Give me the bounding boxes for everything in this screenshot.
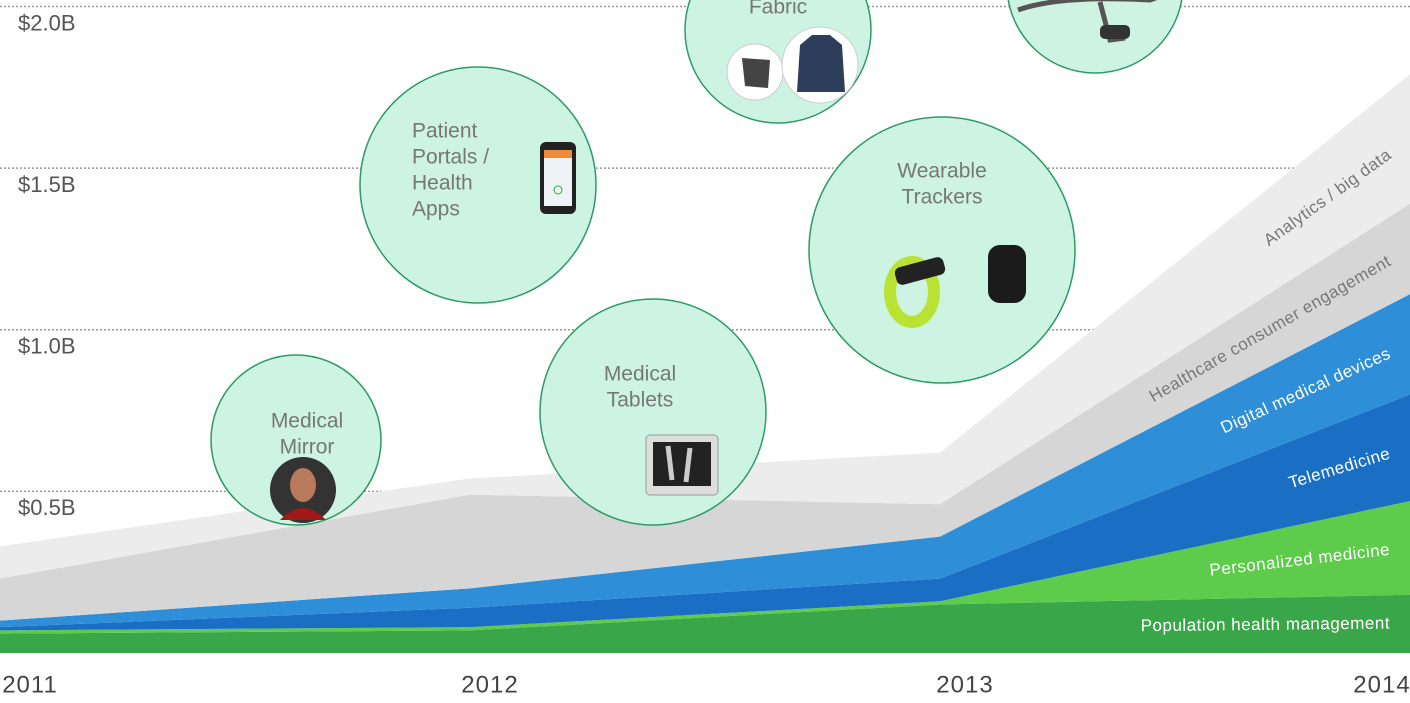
y-tick-label: $1.0B <box>18 334 76 359</box>
bubble: Medical Mirror <box>211 355 381 525</box>
icon <box>988 245 1026 303</box>
bubble: Patient Portals / Health Apps <box>360 67 596 303</box>
bubble: Wearable Trackers <box>809 117 1075 383</box>
bubble-label: Fabric <box>749 0 807 19</box>
x-tick-label: 2012 <box>461 671 518 698</box>
bubble-label: Mirror <box>280 436 335 459</box>
bubble-glasses <box>1007 0 1183 73</box>
icon <box>290 468 316 502</box>
x-tick-label: 2013 <box>936 671 993 698</box>
bubble: Fabric <box>685 0 871 123</box>
bubble-label: Medical <box>604 363 676 386</box>
x-tick-label: 2011 <box>2 671 58 698</box>
bubble-label: Medical <box>271 410 343 433</box>
bubble-label: Patient <box>412 120 478 143</box>
bubble-label: Health <box>412 172 473 195</box>
bubble-label: Portals / <box>412 146 489 169</box>
bubble-label: Tablets <box>607 389 674 412</box>
y-tick-label: $1.5B <box>18 172 76 197</box>
y-tick-label: $2.0B <box>18 10 76 35</box>
icon <box>797 35 845 92</box>
chart: $0.5B $1.0B $1.5B $2.0B Population health ma… <box>0 0 1410 703</box>
bubble <box>1007 0 1183 73</box>
icon <box>544 150 572 206</box>
bubble-label: Apps <box>412 198 460 221</box>
icon <box>653 442 711 486</box>
series-label: Population health management <box>1141 614 1391 636</box>
bubble-label: Wearable <box>897 160 987 183</box>
icon <box>544 150 572 158</box>
y-tick-label: $0.5B <box>18 495 76 520</box>
bubble-circle <box>809 117 1075 383</box>
bubble: Medical Tablets <box>540 299 766 525</box>
icon <box>1100 25 1130 39</box>
bubble-label: Trackers <box>902 186 983 209</box>
x-tick-label: 2014 <box>1353 671 1410 698</box>
icon <box>742 58 770 88</box>
